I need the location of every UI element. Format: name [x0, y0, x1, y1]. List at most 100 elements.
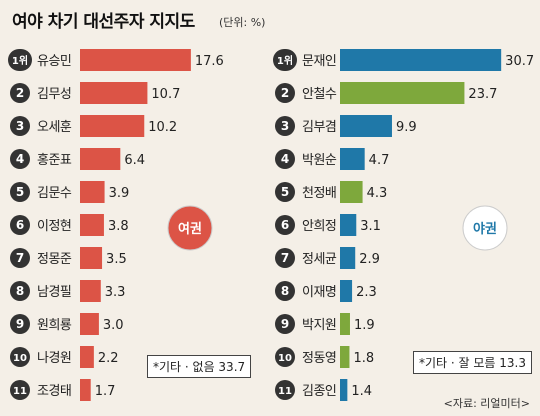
right-rank-marker — [275, 281, 295, 301]
right-badge-label: 야권 — [473, 221, 497, 237]
left-rank-marker — [10, 347, 30, 367]
right-candidate-name: 문재인 — [302, 54, 336, 69]
right-rank-label: 6 — [281, 218, 289, 232]
left-badge-label: 여권 — [178, 221, 202, 237]
right-rank-label: 2 — [281, 86, 289, 100]
left-value-label: 10.2 — [148, 120, 177, 135]
right-candidate-name: 정동영 — [302, 351, 336, 366]
left-candidate-name: 오세훈 — [37, 120, 72, 135]
chart-title: 여야 차기 대선주자 지지도 — [12, 12, 195, 32]
left-candidate-name: 김문수 — [37, 186, 72, 201]
right-bar — [340, 214, 357, 236]
left-rank-marker — [10, 281, 30, 301]
left-bar — [80, 115, 145, 137]
left-candidate-name: 원희룡 — [37, 318, 72, 333]
left-rank-marker — [10, 182, 30, 202]
left-value-label: 3.9 — [109, 186, 130, 201]
right-bar — [340, 379, 348, 401]
right-bar — [340, 313, 350, 335]
right-bar — [340, 280, 353, 302]
right-value-label: 3.1 — [360, 219, 381, 234]
right-candidate-name: 김부겸 — [302, 120, 336, 135]
left-value-label: 10.7 — [151, 87, 180, 102]
right-candidate-name: 정세균 — [302, 252, 337, 267]
right-value-label: 1.4 — [351, 384, 372, 399]
left-value-label: 3.5 — [106, 252, 127, 267]
left-rank-marker — [10, 215, 30, 235]
right-rank-marker — [275, 149, 295, 169]
right-rank-marker — [275, 215, 295, 235]
left-candidate-name: 남경필 — [37, 285, 71, 300]
left-bar — [80, 280, 101, 302]
left-bar — [80, 379, 91, 401]
right-rank-label: 7 — [281, 251, 289, 265]
right-value-label: 23.7 — [468, 87, 497, 102]
right-candidate-name: 이재명 — [302, 285, 336, 300]
right-bar — [340, 49, 502, 71]
right-note: *기타 · 잘 모름 13.3 — [413, 351, 532, 374]
left-rank-label: 2 — [16, 86, 24, 100]
left-rank-marker — [10, 380, 30, 400]
right-bar — [340, 115, 392, 137]
right-rank-label: 4 — [281, 152, 289, 166]
left-rank-label: 1위 — [12, 54, 28, 67]
right-value-label: 1.8 — [353, 351, 374, 366]
right-value-label: 30.7 — [505, 54, 534, 69]
right-rank-marker — [275, 314, 295, 334]
right-rank-marker — [275, 116, 295, 136]
right-bar — [340, 247, 356, 269]
right-value-label: 2.9 — [359, 252, 380, 267]
left-bar — [80, 148, 121, 170]
right-rank-label: 3 — [281, 119, 289, 133]
left-candidate-name: 김무성 — [37, 87, 71, 102]
left-value-label: 3.8 — [108, 219, 129, 234]
right-candidate-name: 안철수 — [302, 87, 337, 102]
left-candidate-name: 유승민 — [37, 54, 71, 69]
left-rank-label: 8 — [16, 284, 24, 298]
left-rank-marker — [10, 248, 30, 268]
left-rank-label: 6 — [16, 218, 24, 232]
right-bar — [340, 346, 350, 368]
right-candidate-name: 안희정 — [302, 219, 336, 234]
right-rank-label: 8 — [281, 284, 289, 298]
right-rank-marker — [275, 83, 295, 103]
unit-label: (단위: %) — [219, 16, 266, 29]
left-candidate-name: 나경원 — [37, 351, 71, 366]
left-value-label: 6.4 — [124, 153, 145, 168]
left-rank-label: 3 — [16, 119, 24, 133]
right-value-label: 2.3 — [356, 285, 377, 300]
left-candidate-name: 조경태 — [37, 384, 71, 399]
left-value-label: 3.3 — [105, 285, 126, 300]
left-bar — [80, 181, 105, 203]
right-candidate-name: 박원순 — [302, 153, 337, 168]
right-rank-label: 11 — [278, 386, 292, 397]
source-label: <자료: 리얼미터> — [443, 397, 530, 410]
left-bar — [80, 247, 103, 269]
left-rank-label: 10 — [13, 353, 27, 364]
right-rank-label: 1위 — [277, 54, 293, 67]
left-bar — [80, 82, 148, 104]
left-rank-marker — [10, 314, 30, 334]
left-bar — [80, 346, 94, 368]
left-bar — [80, 313, 99, 335]
right-rank-marker — [275, 380, 295, 400]
left-bar — [80, 49, 191, 71]
left-rank-label: 5 — [16, 185, 24, 199]
right-rank-label: 10 — [278, 353, 292, 364]
right-bar — [340, 82, 465, 104]
right-rank-label: 5 — [281, 185, 289, 199]
left-rank-marker — [10, 116, 30, 136]
right-bar — [340, 148, 365, 170]
right-value-label: 4.7 — [369, 153, 390, 168]
left-candidate-name: 정몽준 — [37, 252, 72, 267]
left-rank-marker — [10, 149, 30, 169]
left-rank-label: 9 — [16, 317, 24, 331]
left-candidate-name: 이정현 — [37, 219, 71, 234]
left-rank-label: 4 — [16, 152, 24, 166]
left-badge — [167, 205, 213, 251]
left-value-label: 2.2 — [98, 351, 119, 366]
left-bar — [80, 214, 104, 236]
left-value-label: 1.7 — [95, 384, 116, 399]
left-value-label: 17.6 — [195, 54, 224, 69]
